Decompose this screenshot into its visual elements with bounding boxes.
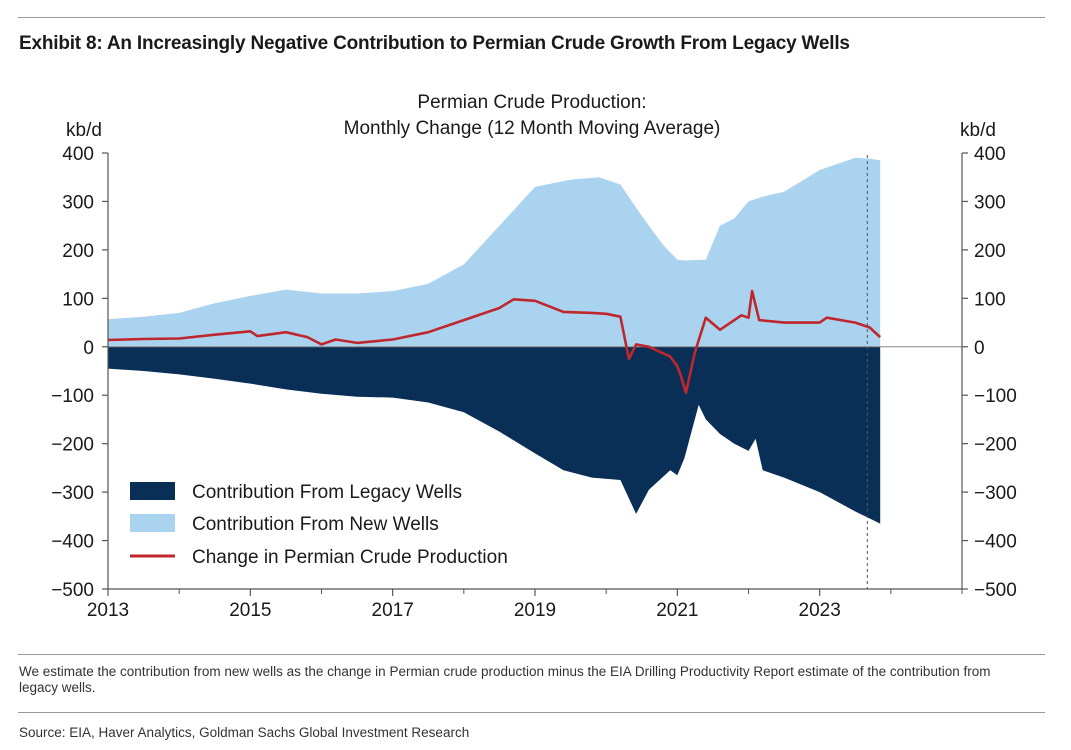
legend: Contribution From Legacy Wells Contribut… [130,482,508,568]
legend-label-new-wells: Contribution From New Wells [192,514,439,535]
y-tick-label-left: 400 [62,144,94,165]
source-note: Source: EIA, Haver Analytics, Goldman Sa… [19,725,470,740]
y-tick-label-left: 100 [62,289,94,310]
y-tick-label-left: 0 [83,338,94,359]
y-tick-label-right: 300 [974,192,1006,213]
y-axis-unit-right: kb/d [960,120,996,141]
y-tick-label-left: −500 [51,580,94,601]
x-tick-label: 2019 [514,600,556,621]
y-tick-label-right: 100 [974,289,1006,310]
y-tick-label-left: −100 [51,386,94,407]
axes-group: 400 400 300 300 200 200 100 100 0 0 −100 −100 −200 −2… [51,144,1017,621]
legend-swatch-legacy [130,482,175,500]
y-tick-label-left: 200 [62,241,94,262]
top-rule [18,17,1045,18]
y-tick-label-right: −300 [974,483,1017,504]
y-tick-label-right: −100 [974,386,1017,407]
new-wells-area [108,157,881,347]
legend-label-change: Change in Permian Crude Production [192,547,508,568]
y-tick-label-left: 300 [62,192,94,213]
y-tick-label-right: 200 [974,241,1006,262]
change-line [107,289,882,395]
legend-swatch-new-wells [130,514,175,532]
middle-rule [18,654,1045,655]
y-tick-label-right: −500 [974,580,1017,601]
y-tick-label-right: 0 [974,338,985,359]
x-tick-label: 2021 [656,600,698,621]
chart-title-line2: Monthly Change (12 Month Moving Average) [344,118,721,139]
y-axis-unit-left: kb/d [66,120,102,141]
chart-title-line1: Permian Crude Production: [417,92,646,113]
y-tick-label-right: −200 [974,435,1017,456]
plot-area [107,155,962,589]
y-tick-label-right: −400 [974,532,1017,553]
x-tick-label: 2017 [372,600,414,621]
bottom-rule [18,712,1045,713]
chart-svg: Permian Crude Production: Monthly Change… [51,92,1017,621]
y-tick-label-left: −400 [51,532,94,553]
y-tick-label-left: −200 [51,435,94,456]
x-tick-label: 2013 [87,600,129,621]
y-tick-label-left: −300 [51,483,94,504]
chart-container: Permian Crude Production: Monthly Change… [0,80,1071,660]
footnote: We estimate the contribution from new we… [19,664,991,695]
legend-label-legacy: Contribution From Legacy Wells [192,482,462,503]
x-tick-label: 2023 [799,600,841,621]
y-tick-label-right: 400 [974,144,1006,165]
x-tick-label: 2015 [229,600,271,621]
exhibit-title: Exhibit 8: An Increasingly Negative Cont… [19,33,850,54]
